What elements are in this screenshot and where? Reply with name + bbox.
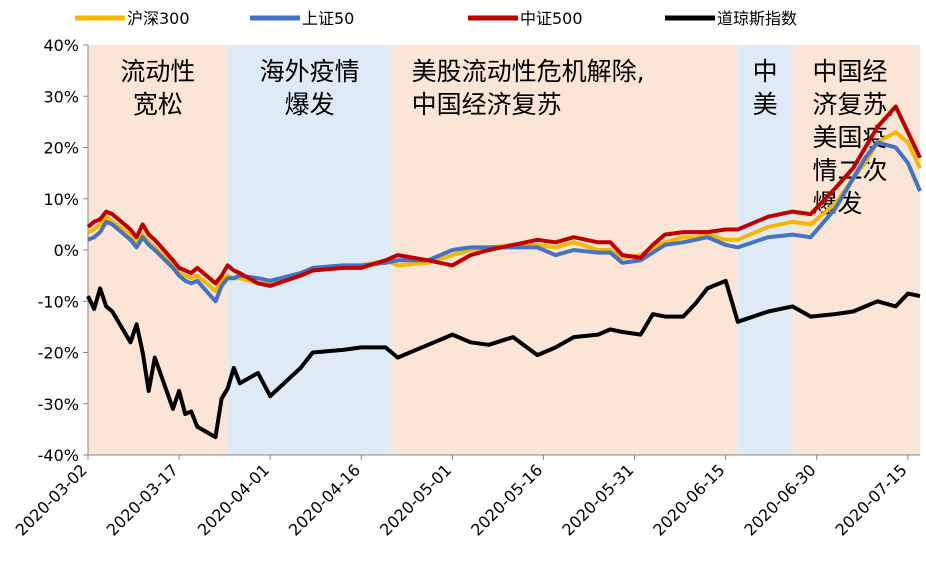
series-line (86, 104, 922, 288)
legend-label: 中证500 (520, 9, 583, 28)
x-tick-label: 2020-05-31 (558, 460, 637, 539)
y-tick-label: 10% (43, 190, 79, 209)
region-label: 流动性 (120, 57, 195, 86)
y-tick-label: 0% (54, 241, 79, 260)
y-tick-label: -10% (38, 292, 79, 311)
region-label: 爆发 (285, 90, 335, 119)
legend-label: 道琼斯指数 (717, 9, 797, 28)
x-tick-label: 2020-06-15 (649, 460, 728, 539)
y-tick-label: 40% (43, 36, 79, 55)
region-label: 宽松 (133, 90, 183, 119)
x-tick-label: 2020-04-01 (194, 460, 273, 539)
x-tick-label: 2020-03-02 (12, 460, 91, 539)
y-tick-label: -30% (38, 395, 79, 414)
region-label: 中国经济复苏 (412, 90, 562, 119)
x-tick-label: 2020-03-17 (103, 460, 182, 539)
x-tick-label: 2020-04-16 (285, 460, 364, 539)
region-label: 中 (753, 57, 778, 86)
region-label: 美 (753, 90, 778, 119)
y-tick-label: -20% (38, 344, 79, 363)
region-label: 海外疫情 (260, 57, 360, 86)
region-label: 美股流动性危机解除, (412, 57, 645, 86)
legend-label: 沪深300 (127, 9, 190, 28)
x-tick-label: 2020-05-16 (467, 460, 546, 539)
region-label: 济复苏, (812, 90, 895, 119)
region (737, 45, 793, 455)
region-label: 中国经 (812, 57, 887, 86)
y-tick-label: 30% (43, 87, 79, 106)
y-tick-label: 20% (43, 139, 79, 158)
region (227, 45, 392, 455)
y-tick-label: -40% (38, 446, 79, 465)
legend-label: 上证50 (302, 9, 354, 28)
series-line (86, 278, 921, 440)
x-tick-label: 2020-05-01 (376, 460, 455, 539)
x-tick-label: 2020-07-15 (831, 460, 910, 539)
x-tick-label: 2020-06-30 (740, 460, 819, 539)
